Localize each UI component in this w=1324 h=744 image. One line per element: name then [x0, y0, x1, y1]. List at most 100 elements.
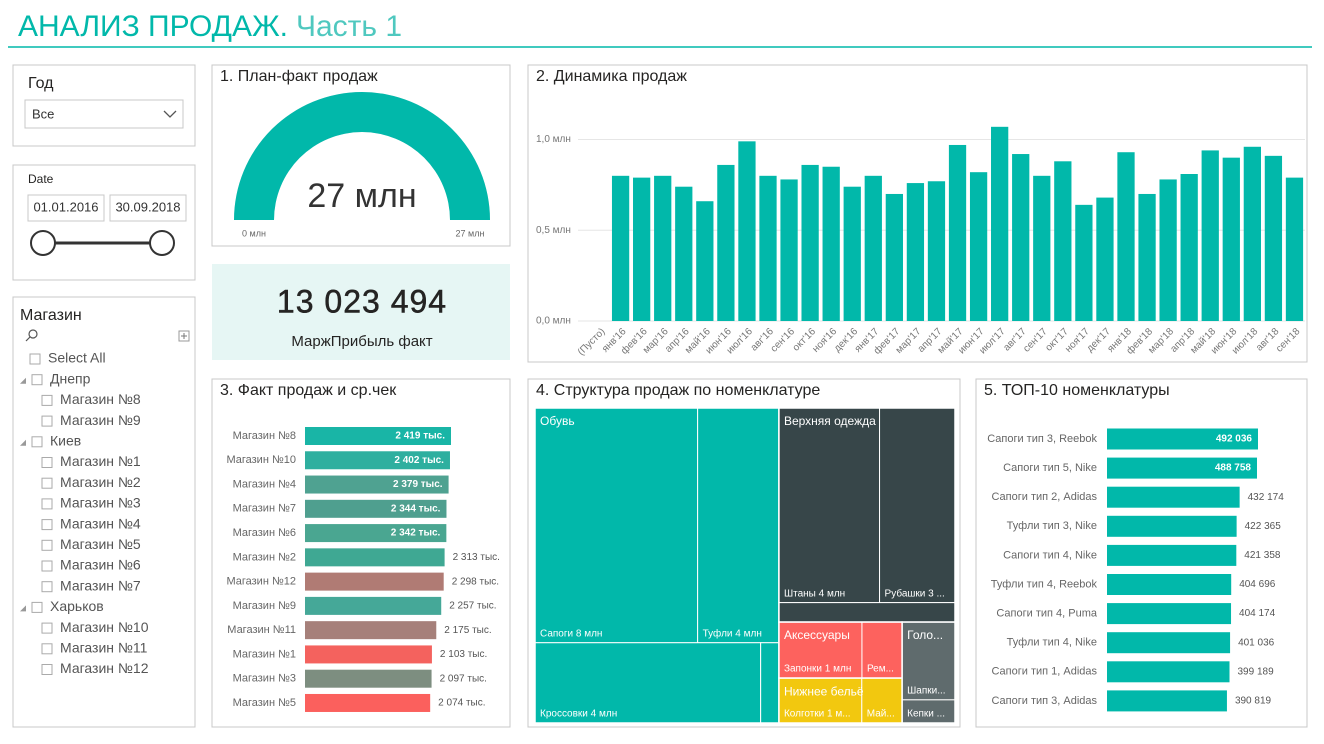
treemap-tile — [697, 407, 780, 644]
treemap-tile — [778, 407, 881, 604]
treemap-tile — [534, 407, 699, 644]
checkbox[interactable] — [31, 601, 43, 613]
gauge-tick-label: 0 млн — [242, 228, 266, 238]
data-label: 2 074 тыс. — [438, 698, 485, 709]
bar — [305, 475, 449, 494]
slicer-item: Магазин №6 — [60, 557, 141, 573]
bar — [1159, 179, 1177, 321]
page-title: АНАЛИЗ ПРОДАЖ. — [18, 10, 288, 43]
checkbox[interactable] — [41, 498, 53, 510]
data-label: 2 298 тыс. — [452, 576, 499, 587]
y-tick-label: Магазин №2 — [233, 551, 296, 563]
y-tick-label: Магазин №9 — [233, 600, 296, 612]
checkbox[interactable] — [41, 539, 53, 551]
slicer-item: Магазин №7 — [60, 577, 141, 593]
bar — [822, 166, 840, 321]
date-input[interactable] — [27, 194, 105, 222]
slicer-group: Харьков — [50, 598, 104, 614]
checkbox[interactable] — [41, 643, 53, 655]
data-label: 401 036 — [1238, 637, 1275, 648]
bar — [1264, 155, 1283, 321]
bar — [305, 572, 444, 591]
bar — [1107, 603, 1232, 625]
y-tick-label: Магазин №10 — [226, 454, 296, 466]
y-tick-label: Магазин №12 — [226, 576, 296, 588]
slicer-group: Днепр — [50, 370, 91, 386]
slicer-item: Магазин №10 — [60, 619, 149, 635]
treemap-tile — [861, 677, 903, 724]
group-label: Голо... — [907, 628, 943, 642]
treemap-tile — [760, 642, 780, 724]
bar — [305, 427, 451, 445]
bar — [1117, 152, 1135, 321]
bar — [1107, 428, 1258, 450]
bar — [1222, 157, 1240, 321]
page-subtitle: Часть 1 — [296, 10, 402, 43]
bar — [1107, 690, 1227, 712]
checkbox[interactable] — [41, 581, 53, 593]
y-tick-label: Сапоги тип 1, Adidas — [991, 666, 1097, 678]
y-tick-label: Магазин №5 — [233, 697, 296, 709]
kpi-value: 13 023 494 — [277, 283, 447, 319]
bar — [305, 451, 450, 470]
tile-label: Май... — [867, 709, 895, 720]
tile-label: Сапоги 8 млн — [540, 628, 602, 639]
bar — [759, 175, 777, 321]
dropdown-value: Все — [32, 106, 54, 121]
y-tick-label: Сапоги тип 3, Reebok — [987, 433, 1097, 445]
checkbox[interactable] — [29, 353, 41, 365]
bar — [927, 181, 946, 321]
data-label: 422 365 — [1245, 521, 1282, 532]
group-label: Аксессуары — [784, 628, 850, 642]
bar — [305, 669, 432, 688]
bar — [305, 548, 445, 567]
y-tick-label: 0,0 млн — [536, 316, 571, 327]
checkbox[interactable] — [41, 664, 53, 675]
data-label: 2 097 тыс. — [440, 673, 487, 684]
bar — [1033, 175, 1051, 321]
expander[interactable] — [20, 439, 26, 446]
slicer-item: Магазин №9 — [60, 412, 141, 428]
checkbox[interactable] — [31, 436, 43, 448]
y-tick-label: Магазин №7 — [233, 503, 296, 515]
expander[interactable] — [20, 605, 26, 612]
checkbox[interactable] — [41, 477, 53, 489]
slicer-label: Год — [28, 75, 54, 92]
chart-title: 2. Динамика продаж — [536, 68, 687, 85]
data-label: 399 189 — [1238, 666, 1275, 677]
data-label: 2 402 тыс. — [394, 455, 444, 466]
expander[interactable] — [20, 377, 26, 384]
chart-title: 3. Факт продаж и ср.чек — [220, 382, 397, 399]
dropdown[interactable] — [24, 99, 184, 129]
checkbox[interactable] — [41, 622, 53, 634]
bar — [906, 183, 925, 321]
data-label: 404 174 — [1239, 608, 1276, 619]
bar — [991, 126, 1009, 321]
slider-handle[interactable] — [149, 230, 175, 256]
treemap-tile — [534, 642, 762, 724]
y-tick-label: Магазин №3 — [233, 673, 296, 685]
checkbox[interactable] — [41, 394, 53, 406]
date-input[interactable] — [109, 194, 187, 222]
bar — [305, 621, 437, 640]
expand-icon — [181, 333, 187, 339]
bar — [1012, 154, 1030, 321]
checkbox[interactable] — [41, 415, 53, 427]
bar — [1054, 161, 1072, 321]
checkbox[interactable] — [41, 519, 53, 531]
y-tick-label: Магазин №6 — [233, 527, 296, 539]
slicer-label: Date — [28, 172, 54, 186]
tile-label: Рубашки 3 ... — [885, 587, 945, 599]
y-tick-label: Сапоги тип 4, Nike — [1003, 549, 1097, 561]
checkbox[interactable] — [31, 374, 43, 386]
slicer-item: Магазин №8 — [60, 391, 141, 407]
checkbox[interactable] — [41, 457, 53, 468]
search-icon — [28, 329, 38, 339]
checkbox[interactable] — [41, 560, 53, 572]
y-tick-label: Сапоги тип 5, Nike — [1003, 462, 1097, 474]
y-tick-label: Сапоги тип 3, Adidas — [991, 695, 1097, 707]
data-label: 2 344 тыс. — [391, 503, 441, 514]
y-tick-label: Магазин №4 — [233, 478, 296, 490]
slider-handle[interactable] — [30, 230, 56, 256]
